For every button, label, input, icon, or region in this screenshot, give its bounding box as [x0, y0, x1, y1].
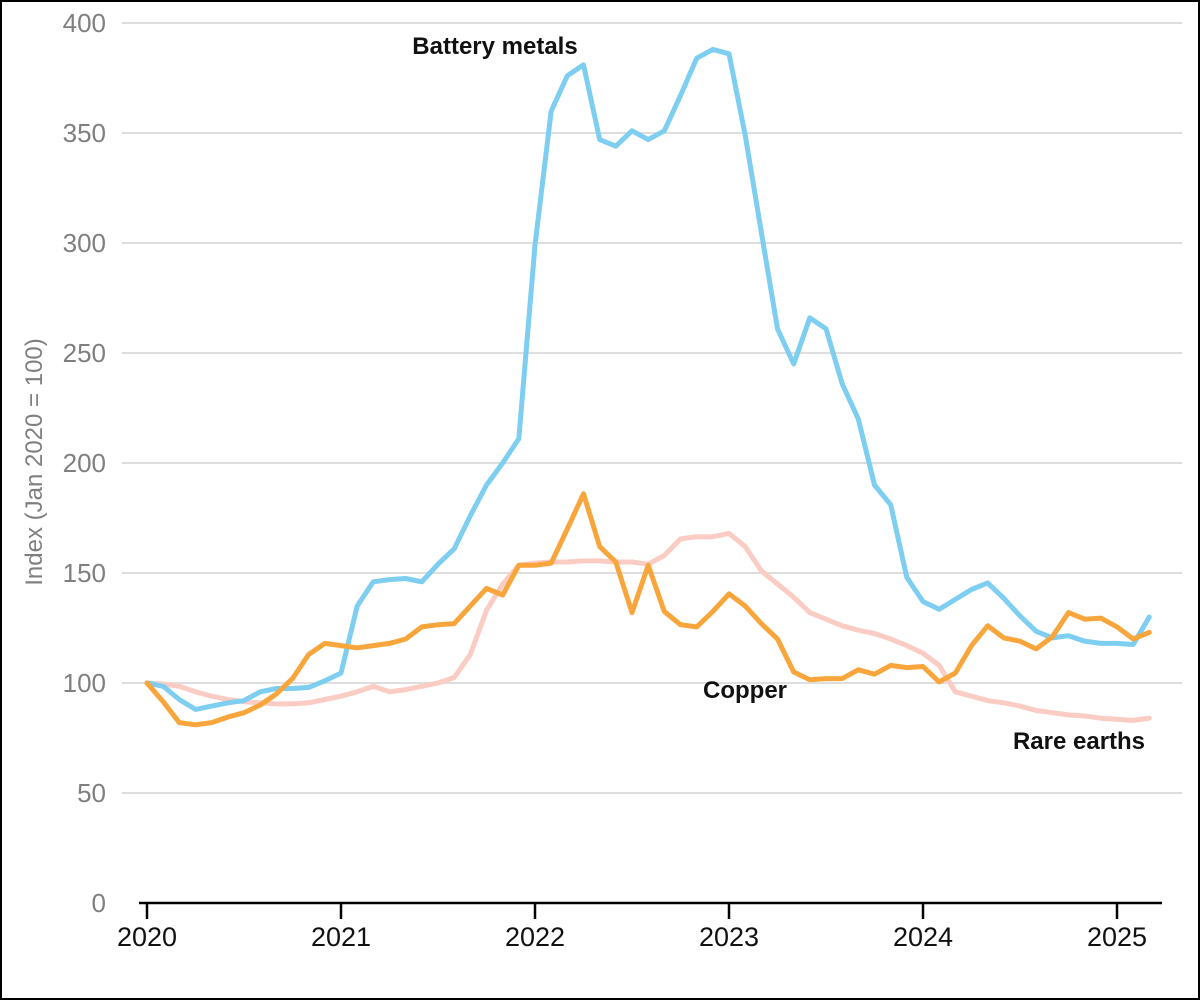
x-tick-label-2021: 2021 — [310, 922, 372, 952]
y-tick-label-350: 350 — [62, 118, 106, 148]
x-tick-label-2023: 2023 — [698, 922, 760, 952]
x-tick-label-2022: 2022 — [504, 922, 566, 952]
series-label-copper: Copper — [703, 677, 787, 704]
series-line-battery-metals — [144, 46, 1152, 712]
y-tick-label-100: 100 — [62, 668, 106, 698]
series-label-battery-metals: Battery metals — [412, 33, 578, 60]
y-tick-label-400: 400 — [62, 8, 106, 38]
series-line-rare-earths — [144, 530, 1152, 723]
y-tick-label-250: 250 — [62, 338, 106, 368]
y-tick-label-200: 200 — [62, 448, 106, 478]
y-tick-label-300: 300 — [62, 228, 106, 258]
y-axis-title: Index (Jan 2020 = 100) — [21, 338, 48, 586]
y-tick-label-0: 0 — [91, 888, 106, 918]
x-tick-label-2024: 2024 — [892, 922, 954, 952]
series-line-copper — [144, 491, 1152, 728]
y-tick-label-150: 150 — [62, 558, 106, 588]
x-tick-label-2025: 2025 — [1086, 922, 1148, 952]
x-tick-label-2020: 2020 — [116, 922, 178, 952]
series-label-rare-earths: Rare earths — [1012, 728, 1146, 755]
y-tick-label-50: 50 — [77, 778, 106, 808]
